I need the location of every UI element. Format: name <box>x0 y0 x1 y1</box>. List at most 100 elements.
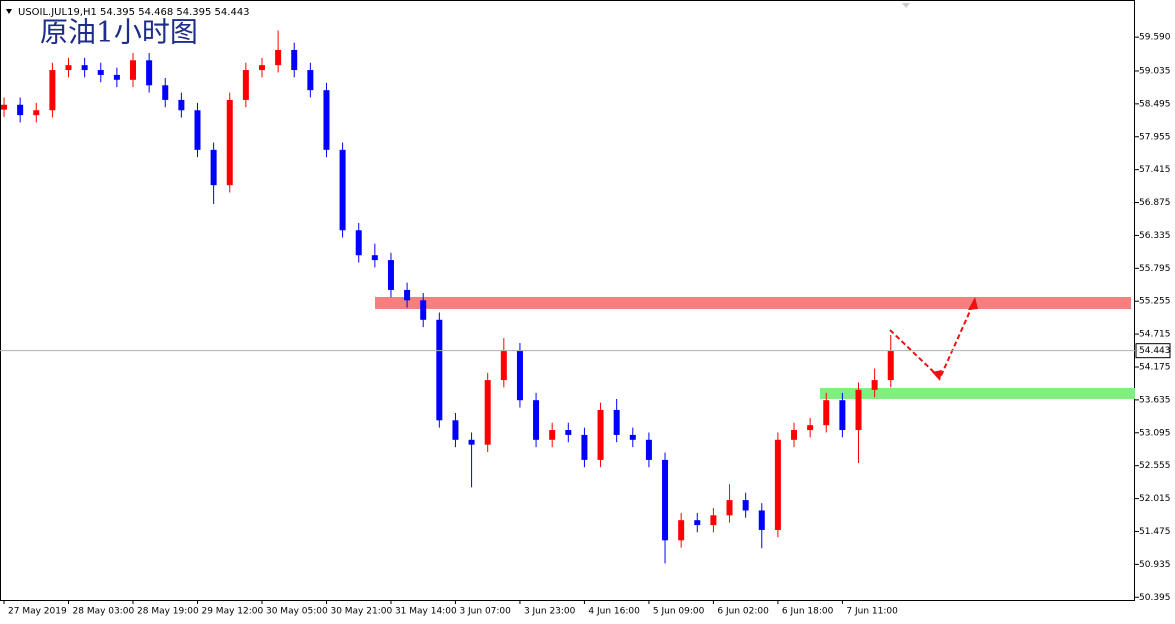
candle-body <box>678 520 685 541</box>
y-tick-label: 50.395 <box>1139 593 1171 603</box>
candle-body <box>146 60 153 86</box>
candle-body <box>178 99 185 111</box>
y-tick-label: 57.955 <box>1139 132 1171 142</box>
y-tick-label: 56.875 <box>1139 198 1171 208</box>
chart-annotation: 原油1小时图 <box>40 16 198 49</box>
candle-body <box>371 255 378 261</box>
candle-body <box>887 350 894 381</box>
scroll-marker <box>902 3 910 8</box>
y-tick-label: 58.495 <box>1139 99 1171 109</box>
candle-body <box>468 439 475 445</box>
x-tick-label: 30 May 21:00 <box>330 607 392 617</box>
y-tick-label: 55.255 <box>1139 297 1171 307</box>
candle-body <box>871 380 878 390</box>
candle-body <box>65 65 72 71</box>
x-tick-label: 27 May 2019 <box>8 607 67 617</box>
y-tick-label: 52.015 <box>1139 494 1171 504</box>
candle-body <box>742 500 749 511</box>
menu-arrow <box>6 9 12 14</box>
candle-body <box>516 350 523 401</box>
candle-body <box>242 70 249 100</box>
x-tick-label: 29 May 12:00 <box>201 607 263 617</box>
y-tick-label: 50.935 <box>1139 560 1171 570</box>
candle-body <box>855 389 862 431</box>
arrow-head <box>932 370 942 381</box>
current-price-label: 54.443 <box>1139 346 1171 356</box>
plot-frame <box>0 0 1135 601</box>
support-zone <box>820 388 1135 399</box>
x-tick-label: 30 May 05:00 <box>266 607 328 617</box>
arrow-head <box>968 297 978 310</box>
candle-body <box>162 85 169 100</box>
x-tick-label: 4 Jun 16:00 <box>588 607 640 617</box>
candle-body <box>613 409 620 435</box>
candle-body <box>694 520 701 526</box>
candle-body <box>452 420 459 440</box>
current-price-box <box>1135 343 1171 359</box>
candle-body <box>97 70 104 75</box>
candle-body <box>436 319 443 421</box>
candle-body <box>807 425 814 431</box>
candle-body <box>387 260 394 290</box>
candle-body <box>629 434 636 440</box>
x-tick-label: 28 May 03:00 <box>73 607 135 617</box>
candle-body <box>533 400 540 440</box>
candle-body <box>758 510 765 530</box>
candle-body <box>791 430 798 440</box>
chart-title: USOIL.JUL19,H1 54.395 54.468 54.395 54.4… <box>18 7 250 18</box>
x-tick-label: 7 Jun 11:00 <box>846 607 898 617</box>
candle-body <box>404 289 411 301</box>
x-tick-label: 3 Jun 07:00 <box>459 607 511 617</box>
y-tick-label: 56.335 <box>1139 231 1171 241</box>
candle-body <box>710 515 717 526</box>
candle-body <box>549 430 556 440</box>
candle-body <box>275 49 282 66</box>
candle-body <box>355 230 362 256</box>
x-tick-label: 5 Jun 09:00 <box>653 607 705 617</box>
x-tick-label: 3 Jun 23:00 <box>524 607 576 617</box>
y-tick-label: 55.795 <box>1139 264 1171 274</box>
candle-body <box>113 74 120 80</box>
candle-body <box>645 439 652 460</box>
y-tick-label: 59.035 <box>1139 66 1171 76</box>
y-tick-label: 54.715 <box>1139 330 1171 340</box>
x-tick-label: 31 May 14:00 <box>395 607 457 617</box>
candle-body <box>839 400 846 431</box>
candle-body <box>420 300 427 320</box>
candle-body <box>597 409 604 460</box>
candle-body <box>323 90 330 150</box>
candle-body <box>500 350 507 381</box>
candle-body <box>130 60 137 80</box>
candle-body <box>581 434 588 460</box>
candle-body <box>17 104 24 116</box>
candle-body <box>726 500 733 516</box>
candle-body <box>565 430 572 435</box>
x-tick-label: 28 May 19:00 <box>137 607 199 617</box>
candle-body <box>307 70 314 91</box>
y-tick-label: 51.475 <box>1139 527 1171 537</box>
candle-body <box>774 439 781 530</box>
y-tick-label: 54.175 <box>1139 363 1171 373</box>
candle-body <box>226 99 233 186</box>
y-tick-label: 53.635 <box>1139 395 1171 405</box>
candle-body <box>49 70 56 111</box>
y-tick-label: 57.415 <box>1139 165 1171 175</box>
y-tick-label: 53.095 <box>1139 428 1171 438</box>
candle-body <box>210 149 217 186</box>
candle-body <box>291 49 298 71</box>
x-tick-label: 6 Jun 02:00 <box>717 607 769 617</box>
candle-body <box>258 65 265 71</box>
y-tick-label: 59.590 <box>1139 33 1171 43</box>
candle-body <box>662 459 669 541</box>
resistance-zone <box>375 297 1131 309</box>
candle-body <box>1 104 8 110</box>
candle-body <box>823 400 830 426</box>
x-tick-label: 6 Jun 18:00 <box>782 607 834 617</box>
candle-body <box>484 380 491 445</box>
candle-body <box>194 110 201 150</box>
candle-body <box>339 149 346 231</box>
candle-body <box>81 65 88 71</box>
candle-body <box>33 110 40 116</box>
